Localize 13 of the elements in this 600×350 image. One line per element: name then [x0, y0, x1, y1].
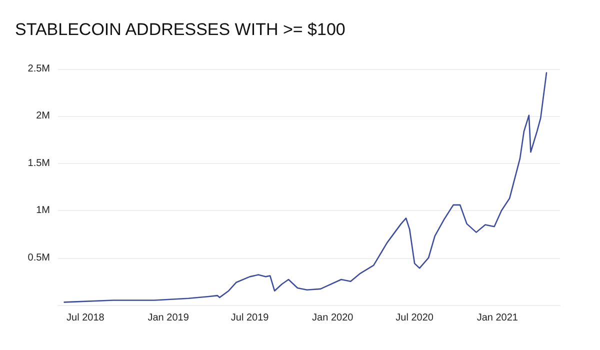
y-tick-label: 2.5M [28, 64, 50, 74]
x-tick-label: Jul 2019 [230, 312, 270, 324]
y-tick-label: 1.5M [28, 158, 50, 169]
x-tick-label: Jul 2018 [66, 312, 105, 324]
y-tick-label: 1M [36, 205, 50, 216]
line-series [64, 72, 548, 303]
chart-title: STABLECOIN ADDRESSES WITH >= $100 [15, 20, 346, 39]
y-tick-label: 2M [36, 110, 50, 122]
x-tick-label: Jul 2020 [396, 312, 434, 324]
x-tick-label: Jan 2019 [148, 312, 190, 324]
x-tick-label: Jan 2021 [476, 312, 518, 324]
x-tick-label: Jan 2020 [312, 312, 354, 324]
y-tick-label: 0.5M [28, 252, 50, 264]
